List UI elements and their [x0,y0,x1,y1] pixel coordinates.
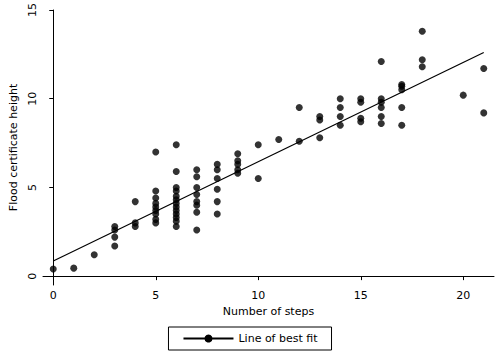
svg-text:Line of best fit: Line of best fit [238,332,318,345]
svg-text:0: 0 [50,289,57,302]
svg-text:10: 10 [26,92,39,106]
svg-text:10: 10 [251,289,265,302]
svg-text:Number of steps: Number of steps [223,305,315,318]
svg-text:Flood certificate height: Flood certificate height [7,83,20,211]
svg-text:5: 5 [26,184,39,191]
svg-text:20: 20 [456,289,470,302]
svg-text:15: 15 [26,3,39,17]
svg-text:5: 5 [152,289,159,302]
svg-text:0: 0 [26,273,39,280]
svg-text:15: 15 [354,289,368,302]
